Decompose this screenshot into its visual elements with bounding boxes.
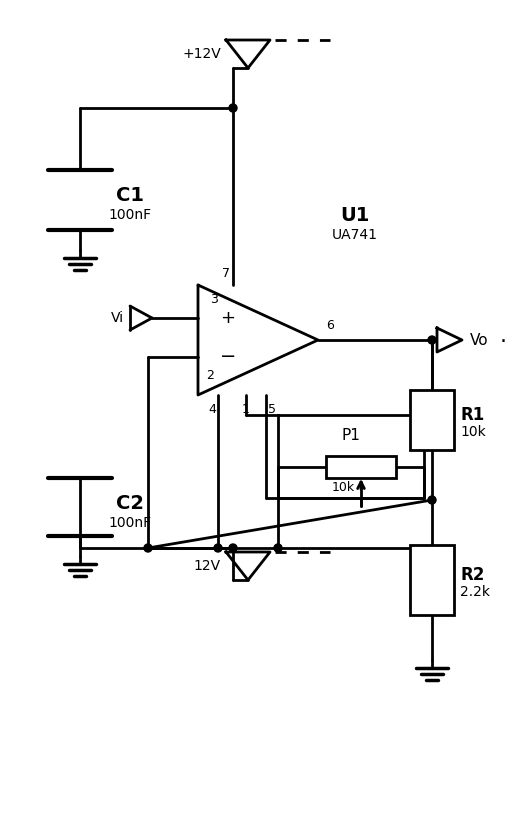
Text: 10k: 10k — [460, 425, 486, 439]
Text: R2: R2 — [460, 566, 484, 584]
Bar — [410, 390, 454, 450]
Text: +: + — [220, 309, 236, 327]
Text: 4: 4 — [208, 403, 216, 416]
Text: 100nF: 100nF — [109, 516, 151, 530]
Text: 5: 5 — [268, 403, 276, 416]
Text: −: − — [220, 347, 236, 366]
Text: 10k: 10k — [331, 481, 355, 494]
Bar — [326, 456, 396, 478]
Text: 12V: 12V — [194, 559, 221, 573]
Text: 6: 6 — [326, 319, 334, 332]
Text: ·: · — [500, 332, 507, 352]
Text: Vi: Vi — [111, 311, 124, 325]
Circle shape — [144, 544, 152, 552]
Text: Vo: Vo — [470, 332, 489, 347]
Text: R1: R1 — [460, 406, 484, 424]
Text: C1: C1 — [116, 185, 144, 204]
Text: 7: 7 — [222, 267, 230, 280]
Circle shape — [274, 544, 282, 552]
Text: 2: 2 — [206, 369, 214, 382]
Text: 3: 3 — [210, 293, 218, 306]
Text: P1: P1 — [342, 427, 360, 443]
Circle shape — [428, 336, 436, 344]
Text: U1: U1 — [340, 206, 370, 225]
Circle shape — [229, 104, 237, 112]
Circle shape — [229, 544, 237, 552]
Text: +12V: +12V — [182, 47, 221, 61]
Text: 1: 1 — [242, 403, 250, 416]
Text: C2: C2 — [116, 494, 144, 513]
Text: UA741: UA741 — [332, 228, 378, 242]
Text: 100nF: 100nF — [109, 208, 151, 222]
Bar — [410, 545, 454, 615]
Circle shape — [428, 496, 436, 504]
Circle shape — [214, 544, 222, 552]
Text: 2.2k: 2.2k — [460, 585, 490, 599]
